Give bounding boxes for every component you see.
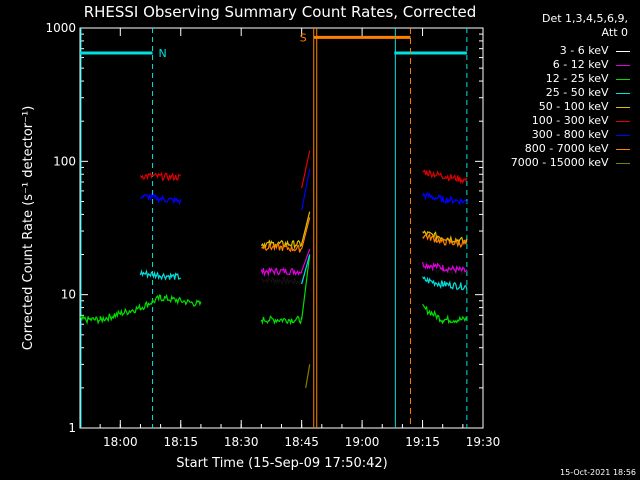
legend-entry: 300 - 800 keV bbox=[532, 128, 630, 141]
x-tick-label: 19:30 bbox=[466, 435, 501, 449]
legend-swatch bbox=[616, 78, 630, 80]
series-line bbox=[79, 293, 202, 325]
series-line bbox=[139, 269, 182, 281]
x-tick-label: 19:15 bbox=[405, 435, 440, 449]
legend-label: 25 - 50 keV bbox=[545, 86, 612, 99]
legend-swatch bbox=[616, 106, 630, 108]
series-line bbox=[422, 261, 468, 275]
legend-label: 800 - 7000 keV bbox=[524, 142, 612, 155]
night-label: N bbox=[159, 47, 167, 60]
series-line bbox=[140, 192, 182, 206]
legend-swatch bbox=[616, 120, 630, 122]
legend-entry: 7000 - 15000 keV bbox=[511, 156, 630, 169]
series-line bbox=[139, 171, 181, 182]
legend-header-2: Att 0 bbox=[601, 26, 628, 39]
y-tick-label: 10 bbox=[61, 288, 76, 302]
legend-swatch bbox=[616, 148, 630, 150]
series-line bbox=[422, 276, 468, 291]
x-tick-label: 18:45 bbox=[284, 435, 319, 449]
legend-label: 12 - 25 keV bbox=[545, 72, 612, 85]
series-line bbox=[422, 232, 468, 249]
saa-label: S bbox=[300, 31, 307, 44]
legend-entry: 12 - 25 keV bbox=[546, 72, 630, 85]
legend-entry: 25 - 50 keV bbox=[546, 86, 630, 99]
legend-entry: 3 - 6 keV bbox=[560, 44, 630, 57]
x-tick-label: 18:15 bbox=[163, 435, 198, 449]
legend-swatch bbox=[616, 92, 630, 94]
series-line bbox=[261, 217, 311, 253]
y-tick-label: 1000 bbox=[45, 21, 76, 35]
series-line bbox=[301, 168, 311, 211]
legend-label: 300 - 800 keV bbox=[531, 128, 612, 141]
series-lines bbox=[79, 150, 468, 389]
footer-date: 15-Oct-2021 18:56 bbox=[560, 468, 636, 477]
series-line bbox=[301, 254, 311, 285]
series-line bbox=[260, 254, 311, 326]
legend-label: 7000 - 15000 keV bbox=[510, 156, 612, 169]
legend-swatch bbox=[616, 50, 630, 52]
series-line bbox=[261, 254, 311, 286]
series-line bbox=[260, 211, 311, 250]
plot-frame bbox=[79, 27, 484, 429]
legend-entry: 800 - 7000 keV bbox=[525, 142, 630, 155]
legend-entry: 6 - 12 keV bbox=[553, 58, 630, 71]
legend-label: 6 - 12 keV bbox=[552, 58, 612, 71]
y-tick-label: 1 bbox=[68, 421, 76, 435]
series-line bbox=[422, 169, 468, 185]
legend-swatch bbox=[616, 162, 630, 164]
series-line bbox=[301, 150, 311, 189]
legend-swatch bbox=[616, 64, 630, 66]
series-line bbox=[422, 303, 468, 325]
y-axis-label: Corrected Count Rate (s⁻¹ detector⁻¹) bbox=[21, 106, 36, 351]
chart-title: RHESSI Observing Summary Count Rates, Co… bbox=[84, 3, 477, 21]
legend-entry: 50 - 100 keV bbox=[539, 100, 630, 113]
y-tick-label: 100 bbox=[53, 154, 76, 168]
legend-header-1: Det 1,3,4,5,6,9, bbox=[541, 12, 628, 25]
legend-entry: 100 - 300 keV bbox=[532, 114, 630, 127]
legend-swatch bbox=[616, 134, 630, 136]
series-line bbox=[422, 192, 468, 206]
legend-label: 100 - 300 keV bbox=[531, 114, 612, 127]
series-line bbox=[305, 364, 311, 389]
x-tick-label: 18:30 bbox=[224, 435, 259, 449]
series-line bbox=[422, 230, 468, 246]
legend-label: 50 - 100 keV bbox=[538, 100, 612, 113]
legend-label: 3 - 6 keV bbox=[559, 44, 612, 57]
x-tick-label: 19:00 bbox=[345, 435, 380, 449]
interval-markers: NS bbox=[80, 28, 468, 428]
series-line bbox=[260, 248, 311, 277]
axis-ticks: 18:00 18:15 18:30 18:45 19:00 19:15 19:30 1 10 10… bbox=[45, 21, 500, 449]
x-axis-label: Start Time (15-Sep-09 17:50:42) bbox=[176, 456, 387, 471]
x-tick-label: 18:00 bbox=[103, 435, 138, 449]
